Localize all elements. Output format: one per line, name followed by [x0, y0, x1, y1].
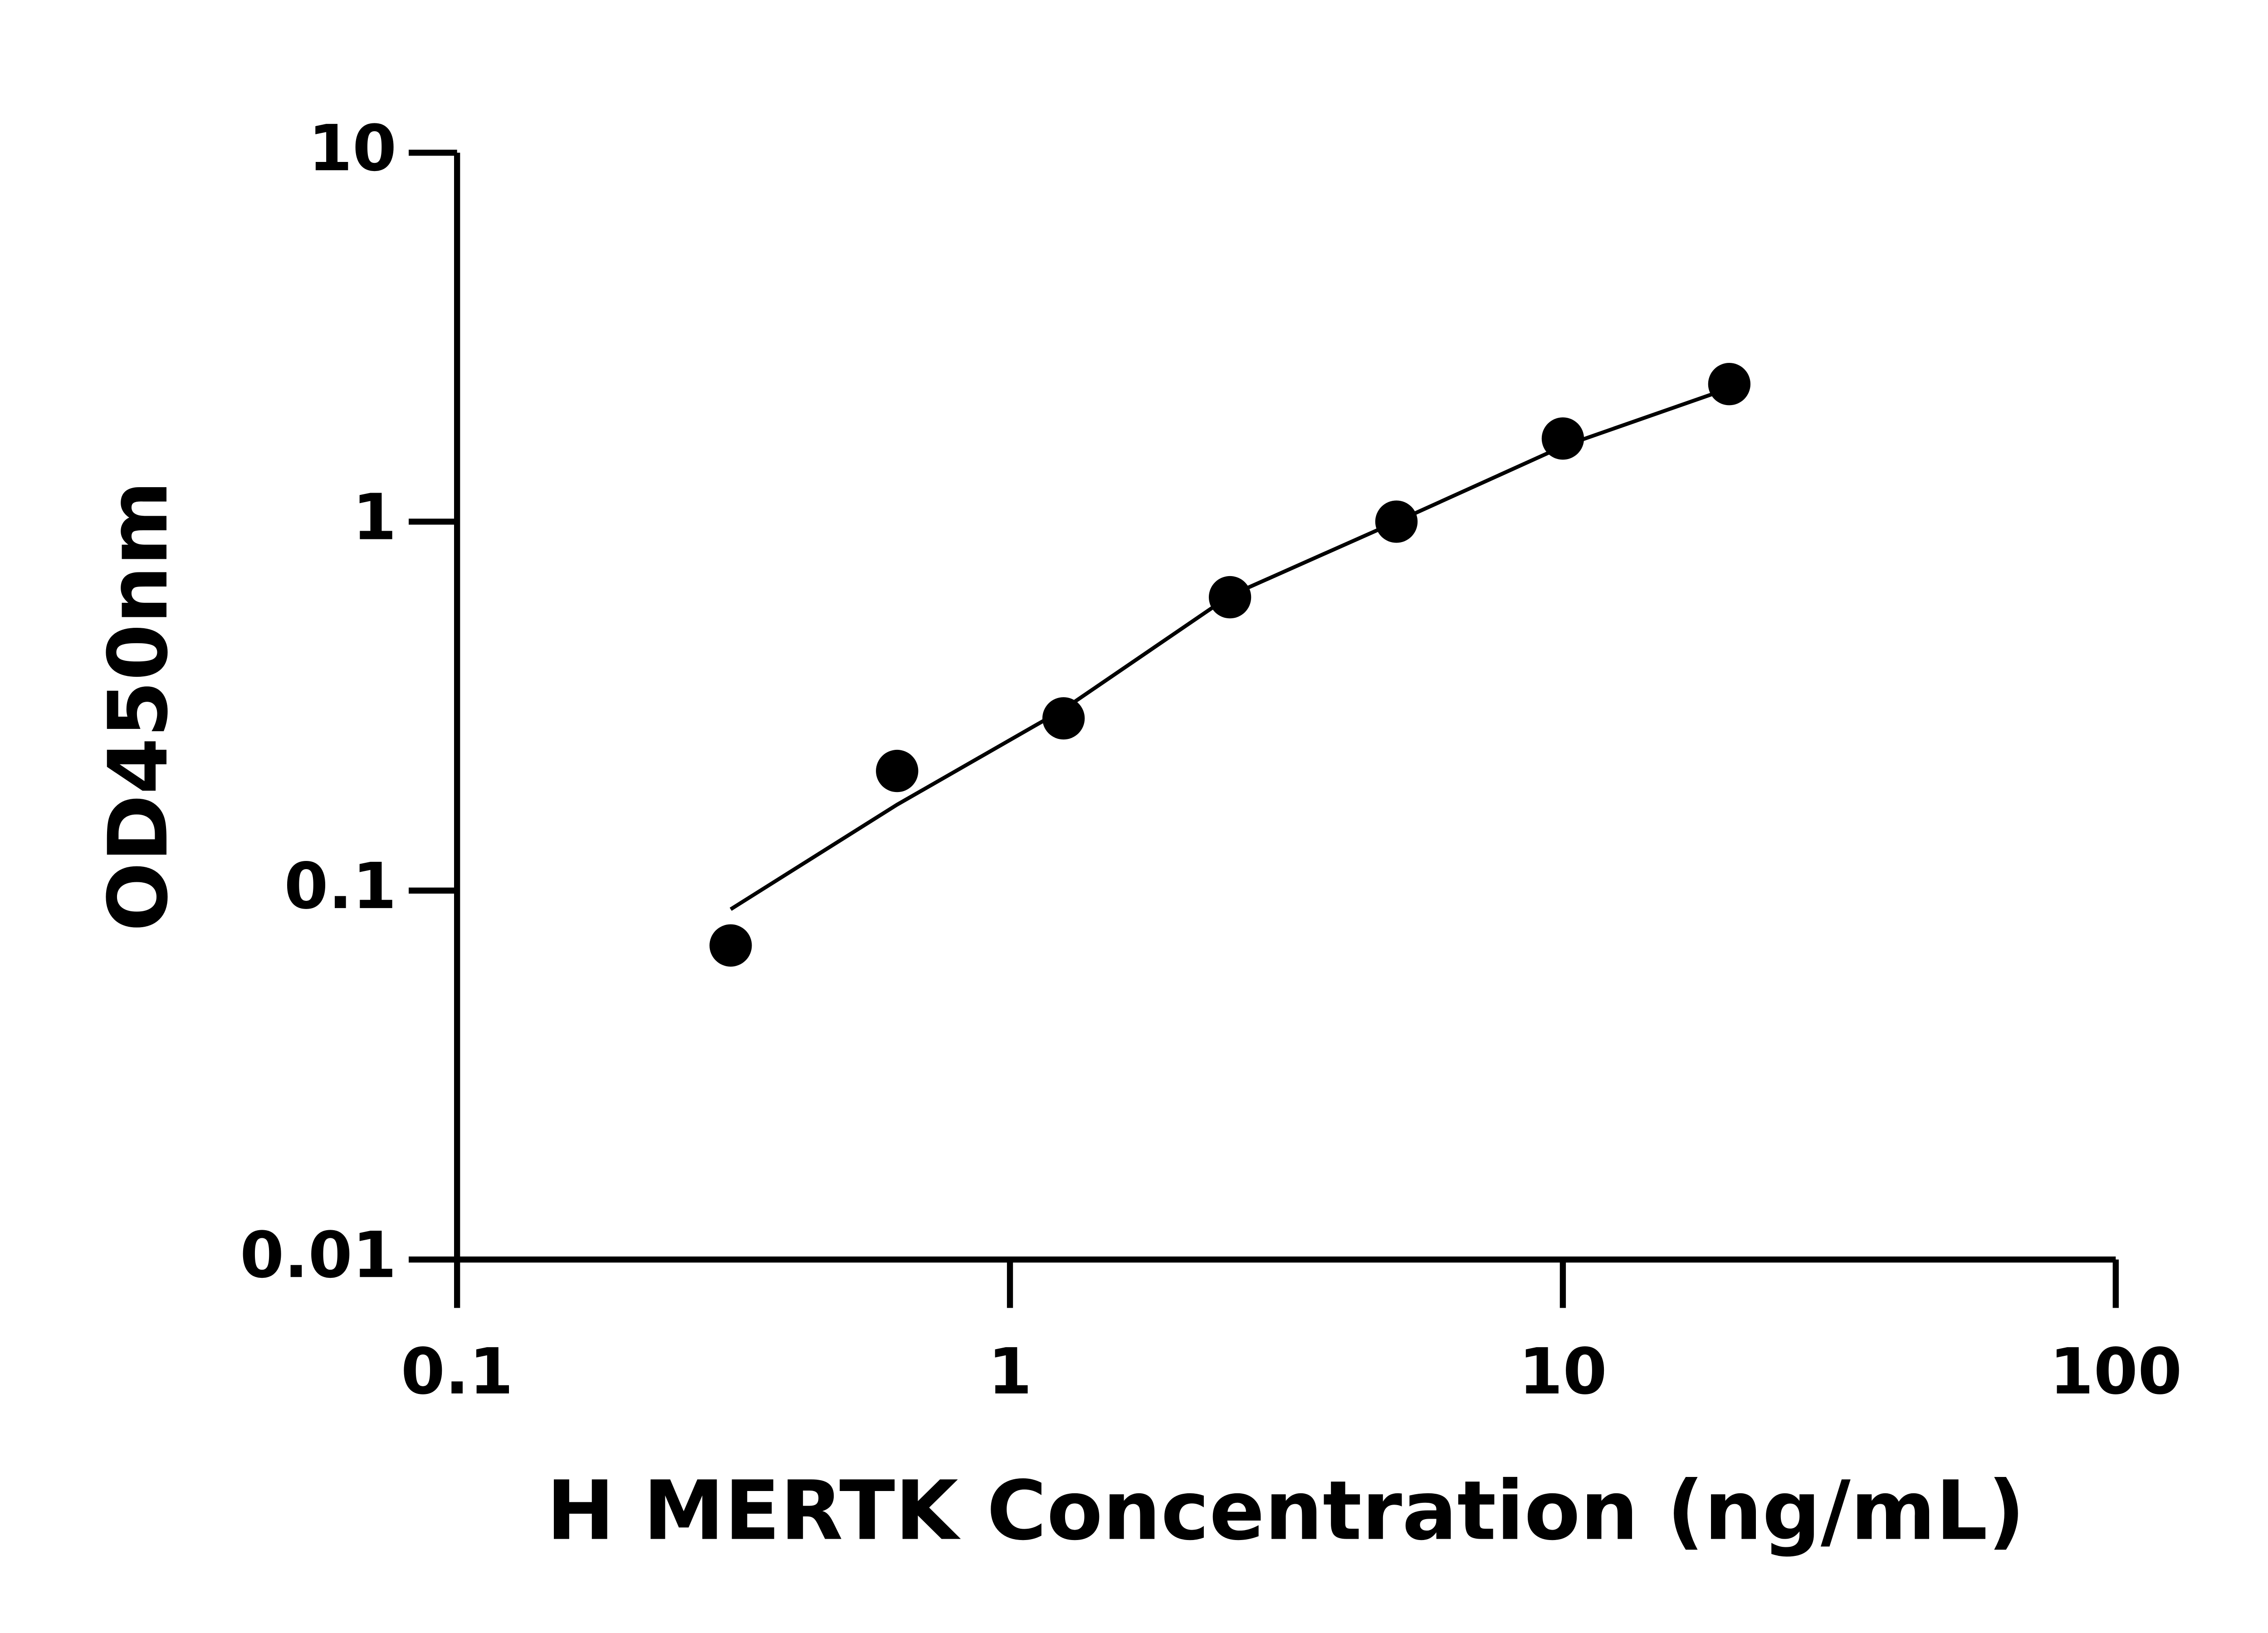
data-point — [1375, 500, 1418, 543]
data-point — [1208, 576, 1251, 619]
x-tick-label: 0.1 — [401, 1335, 513, 1409]
y-tick-label: 10 — [308, 112, 397, 186]
data-point — [1042, 697, 1085, 740]
x-axis-label: H MERTK Concentration (ng/mL) — [546, 1464, 2025, 1559]
y-tick-label: 0.1 — [284, 850, 396, 924]
data-point — [709, 924, 752, 967]
x-tick-label: 1 — [988, 1335, 1032, 1409]
y-axis-label: OD450nm — [91, 481, 186, 932]
data-point — [876, 749, 919, 792]
data-point — [1708, 363, 1751, 406]
fit-curve — [729, 386, 1730, 911]
y-tick-label: 1 — [352, 481, 396, 555]
y-tick-label: 0.01 — [240, 1218, 396, 1292]
data-point — [1541, 417, 1584, 460]
x-tick-label: 100 — [2049, 1335, 2182, 1409]
x-tick-label: 10 — [1519, 1335, 1607, 1409]
